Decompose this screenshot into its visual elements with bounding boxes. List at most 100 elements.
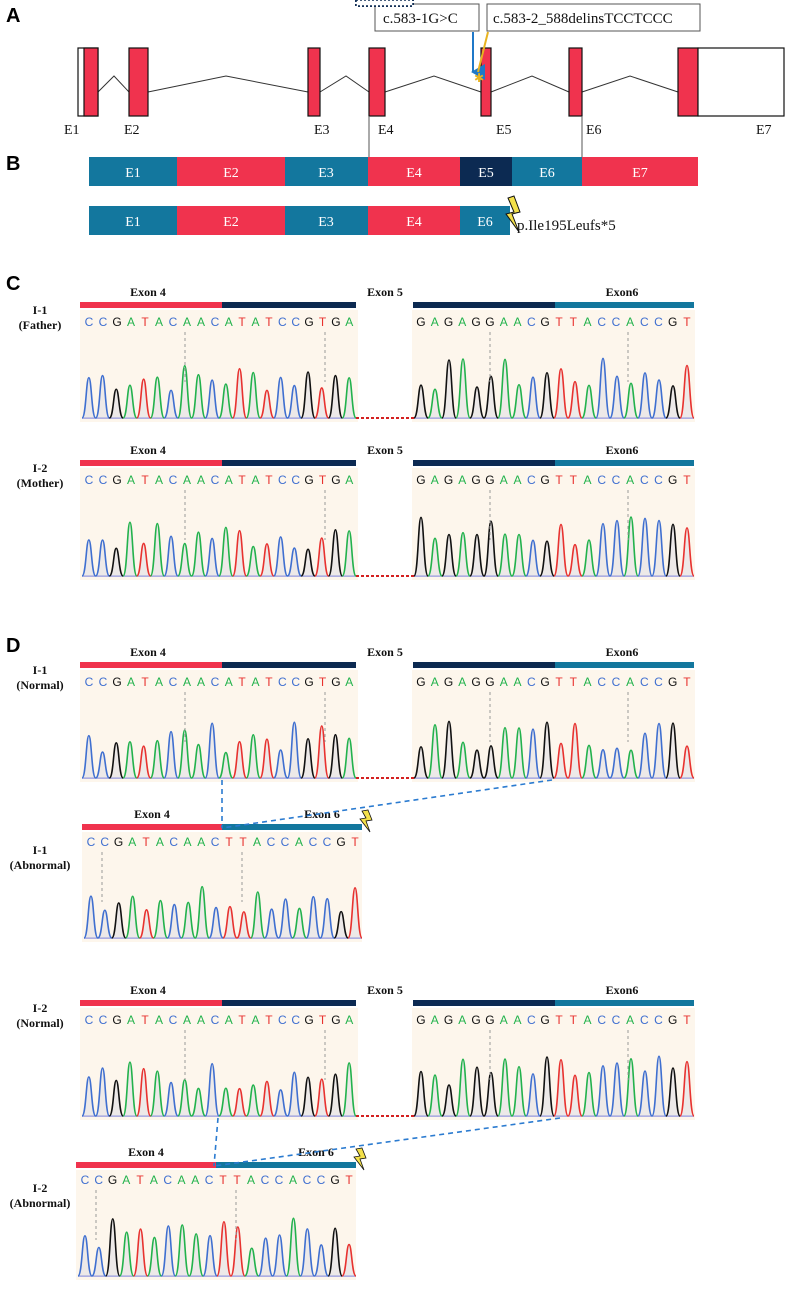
base-A: A [251, 473, 259, 487]
trace-background-right [412, 468, 695, 580]
peak-T [231, 1087, 248, 1117]
base-A: A [345, 315, 353, 329]
peak-A [511, 727, 527, 779]
base-G: G [304, 675, 313, 689]
base-C: C [169, 473, 178, 487]
gene-structure [97, 75, 679, 93]
row-id-label: I-1 [33, 843, 48, 857]
base-T: T [141, 1013, 149, 1027]
base-A: A [251, 315, 259, 329]
base-C: C [640, 473, 649, 487]
peak-A [188, 1233, 204, 1277]
peak-A [174, 1224, 190, 1277]
peak-G [327, 1227, 343, 1277]
base-T: T [142, 835, 150, 849]
normal-e1: E1 [125, 166, 141, 181]
base-C: C [640, 675, 649, 689]
peak-C [94, 374, 111, 419]
base-T: T [141, 675, 149, 689]
base-T: T [238, 675, 246, 689]
splice-connector [221, 779, 553, 829]
exon5-bar [222, 302, 356, 308]
peak-C [81, 376, 97, 419]
base-C: C [612, 1013, 621, 1027]
base-T: T [238, 473, 246, 487]
peak-T [259, 738, 275, 779]
normal-e7: E7 [632, 166, 648, 181]
peak-T [567, 1074, 583, 1117]
peak-C [609, 747, 625, 779]
peak-G [327, 374, 344, 419]
peak-G [469, 749, 485, 779]
peak-A [194, 885, 210, 939]
peak-C [299, 1228, 316, 1277]
exon6-bar [555, 460, 694, 466]
peak-G [665, 385, 681, 419]
base-A: A [583, 1013, 591, 1027]
exon-label-e2: E2 [124, 123, 140, 138]
base-G: G [471, 1013, 480, 1027]
base-C: C [94, 1173, 103, 1187]
row-role-label: (Normal) [16, 678, 63, 692]
base-T: T [319, 675, 327, 689]
peak-A [291, 907, 308, 939]
mutant-e1: E1 [125, 215, 141, 230]
base-A: A [513, 675, 521, 689]
base-G: G [540, 675, 549, 689]
peak-A [427, 537, 443, 577]
base-G: G [444, 675, 453, 689]
base-A: A [155, 315, 163, 329]
base-T: T [239, 835, 247, 849]
base-A: A [183, 1013, 191, 1027]
base-A: A [458, 315, 466, 329]
peak-A [177, 364, 193, 419]
peak-A [427, 724, 443, 779]
base-C: C [291, 315, 300, 329]
peak-C [313, 1244, 329, 1277]
peak-C [163, 389, 179, 419]
peak-G [441, 359, 457, 419]
exon-title: Exon 4 [130, 443, 166, 457]
base-C: C [654, 675, 663, 689]
peak-A [623, 516, 639, 577]
exon5-bar-2 [413, 662, 555, 668]
base-A: A [183, 835, 191, 849]
exon4-bar [80, 662, 222, 668]
e6-box [568, 47, 583, 117]
peak-A [455, 531, 471, 577]
base-A: A [155, 675, 163, 689]
peak-C [160, 1225, 177, 1277]
peak-C [163, 1081, 179, 1117]
peak-A [149, 739, 165, 779]
peak-A [180, 901, 196, 939]
row-role-label: (Mother) [17, 476, 64, 490]
peak-C [609, 519, 625, 577]
base-T: T [570, 315, 578, 329]
peak-A [149, 376, 165, 419]
base-A: A [225, 473, 233, 487]
base-A: A [458, 1013, 466, 1027]
exon-label-e5: E5 [496, 123, 512, 138]
peak-C [257, 1237, 274, 1277]
exon6-bar [555, 662, 694, 668]
peak-C [525, 1073, 541, 1117]
peak-T [567, 380, 583, 419]
base-T: T [570, 675, 578, 689]
peak-A [218, 1087, 234, 1117]
base-A: A [127, 315, 135, 329]
peak-A [152, 899, 169, 939]
peak-T [347, 886, 363, 939]
base-G: G [336, 835, 345, 849]
base-A: A [513, 1013, 521, 1027]
base-C: C [87, 835, 96, 849]
peak-G [300, 371, 316, 419]
normal-e5: E5 [478, 166, 494, 181]
exon4-bar [80, 1000, 222, 1006]
peak-G [413, 1070, 429, 1117]
base-G: G [112, 315, 121, 329]
peak-A [177, 542, 193, 577]
peak-A [581, 744, 597, 779]
base-A: A [183, 473, 191, 487]
exon-label-e1: E1 [64, 123, 80, 138]
peak-T [314, 1078, 330, 1117]
